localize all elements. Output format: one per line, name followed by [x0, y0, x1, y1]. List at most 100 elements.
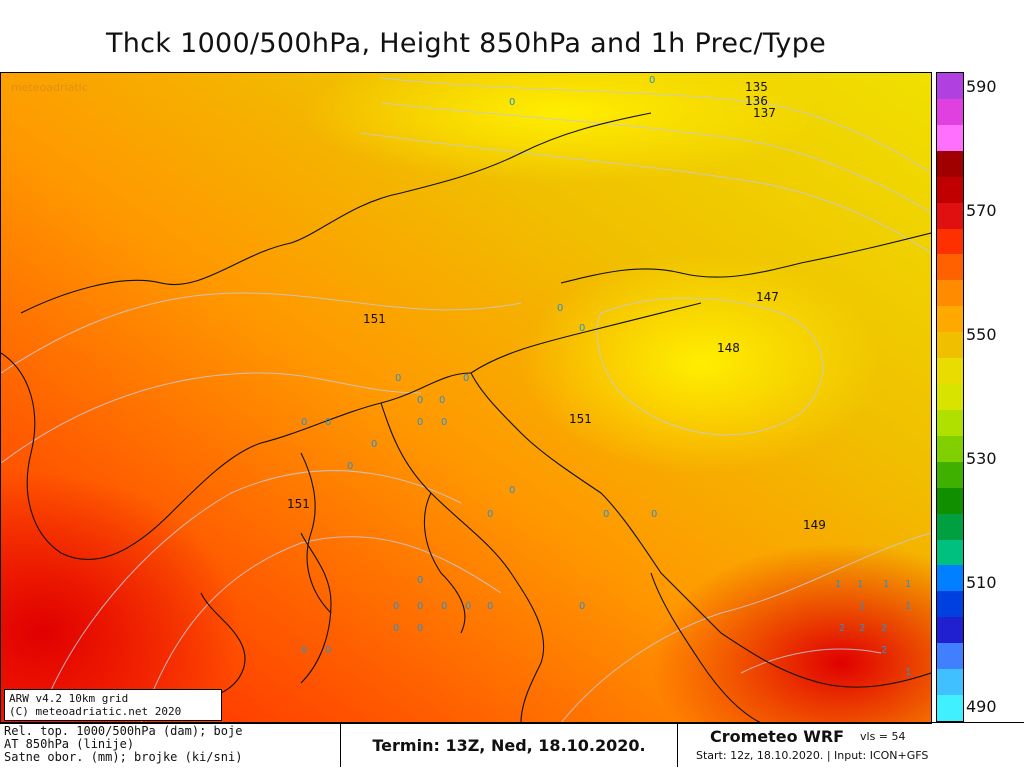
precip-value: 2 — [881, 645, 887, 656]
contour-label: 147 — [756, 290, 779, 304]
scale-band — [937, 254, 963, 281]
contour-label: 149 — [803, 518, 826, 532]
contour-label: 151 — [287, 497, 310, 511]
scale-band — [937, 669, 963, 696]
precip-value: 0 — [301, 645, 307, 656]
vls-indicator: vls = 54 — [860, 730, 906, 743]
precip-value: 1 — [905, 579, 911, 590]
precip-value: 0 — [487, 601, 493, 612]
precip-value: 0 — [371, 439, 377, 450]
precip-value: 2 — [881, 623, 887, 634]
scale-band — [937, 461, 963, 489]
precip-value: 0 — [417, 601, 423, 612]
scale-band — [937, 73, 963, 100]
scale-band — [937, 539, 963, 566]
legend-line: Rel. top. 1000/500hPa (dam); boje — [4, 724, 243, 738]
precip-value: 0 — [603, 509, 609, 520]
thickness-max-area-southwest — [1, 473, 241, 723]
precip-value: 0 — [393, 601, 399, 612]
precip-value: 0 — [417, 395, 423, 406]
contour-label: 148 — [717, 341, 740, 355]
scale-band — [937, 306, 963, 333]
precip-value: 0 — [325, 417, 331, 428]
color-scale — [936, 72, 964, 722]
scale-label: 590 — [966, 77, 997, 96]
scale-label: 570 — [966, 201, 997, 220]
scale-band — [937, 124, 963, 152]
precip-value: 0 — [441, 417, 447, 428]
precip-value: 0 — [651, 509, 657, 520]
precip-value: 0 — [417, 575, 423, 586]
scale-band — [937, 513, 963, 541]
thickness-north-area — [301, 73, 821, 183]
start-info: Start: 12z, 18.10.2020. | Input: ICON+GF… — [696, 749, 929, 762]
scale-band — [937, 409, 963, 437]
precip-value: 0 — [487, 509, 493, 520]
scale-band — [937, 358, 963, 385]
scale-band — [937, 384, 963, 411]
precip-value: 0 — [393, 623, 399, 634]
contour-label: 136 — [745, 94, 768, 108]
model-name: Crometeo WRF — [710, 727, 845, 746]
precip-value: 1 — [905, 601, 911, 612]
weather-map: 135 136 137 147 148 151 151 151 149 mete… — [1, 73, 931, 723]
map-area[interactable]: 135 136 137 147 148 151 151 151 149 mete… — [0, 72, 932, 724]
precip-value: 0 — [301, 417, 307, 428]
precip-value: 0 — [417, 623, 423, 634]
info-line: (C) meteoadriatic.net 2020 — [9, 705, 182, 718]
precip-value: 0 — [465, 601, 471, 612]
scale-band — [937, 332, 963, 359]
scale-band — [937, 176, 963, 204]
coastlines-borders — [1, 112, 931, 723]
contour-label: 151 — [363, 312, 386, 326]
precip-value: 0 — [395, 373, 401, 384]
scale-band — [937, 617, 963, 644]
legend-line: Satne obor. (mm); brojke (ki/sni) — [4, 750, 243, 764]
precip-value: 0 — [509, 485, 515, 496]
scale-band — [937, 643, 963, 670]
precip-value: 0 — [441, 601, 447, 612]
chart-title: Thck 1000/500hPa, Height 850hPa and 1h P… — [105, 28, 827, 59]
precip-value: 1 — [859, 601, 865, 612]
precipitation-markers: 0 0 0 0 0 0 0 0 0 0 0 0 0 0 0 0 0 0 0 0 0 0 0 0 0 0 0 0 1 1 1 1 1 2 2 2 2 1 1 0 — [301, 75, 911, 678]
precip-value: 1 — [857, 579, 863, 590]
legend-text: Rel. top. 1000/500hPa (dam); boje AT 850… — [4, 725, 334, 764]
scale-band — [937, 150, 963, 178]
precip-value: 0 — [347, 461, 353, 472]
precip-value: 0 — [463, 373, 469, 384]
scale-label: 530 — [966, 449, 997, 468]
precip-value: 1 — [835, 579, 841, 590]
scale-band — [937, 435, 963, 463]
precip-value: 1 — [905, 667, 911, 678]
watermark: meteoadriatic — [11, 81, 88, 94]
precip-value: 0 — [509, 97, 515, 108]
precip-value: 1 — [883, 579, 889, 590]
scale-band — [937, 202, 963, 229]
thickness-max-area-southeast — [651, 543, 931, 723]
scale-label: 550 — [966, 325, 997, 344]
precip-value: 0 — [439, 395, 445, 406]
model-info-box: ARW v4.2 10km grid (C) meteoadriatic.net… — [4, 689, 222, 721]
scale-band — [937, 695, 963, 722]
contour-label: 151 — [569, 412, 592, 426]
contour-label: 137 — [753, 106, 776, 120]
scale-label: 510 — [966, 573, 997, 592]
thickness-min-area — [521, 253, 881, 473]
contour-label: 135 — [745, 80, 768, 94]
footer: Rel. top. 1000/500hPa (dam); boje AT 850… — [0, 722, 1024, 769]
legend-line: AT 850hPa (linije) — [4, 737, 135, 751]
precip-value: 0 — [325, 645, 331, 656]
scale-label: 490 — [966, 697, 997, 716]
scale-band — [937, 98, 963, 126]
precip-value: 0 — [579, 601, 585, 612]
precip-value: 0 — [579, 323, 585, 334]
precip-value: 2 — [859, 623, 865, 634]
precip-value: 0 — [417, 417, 423, 428]
scale-band — [937, 487, 963, 515]
forecast-time: Termin: 13Z, Ned, 18.10.2020. — [340, 723, 678, 767]
info-line: ARW v4.2 10km grid — [9, 692, 129, 705]
precip-value: 2 — [839, 623, 845, 634]
scale-band — [937, 565, 963, 592]
scale-band — [937, 228, 963, 255]
precip-value: 0 — [557, 303, 563, 314]
